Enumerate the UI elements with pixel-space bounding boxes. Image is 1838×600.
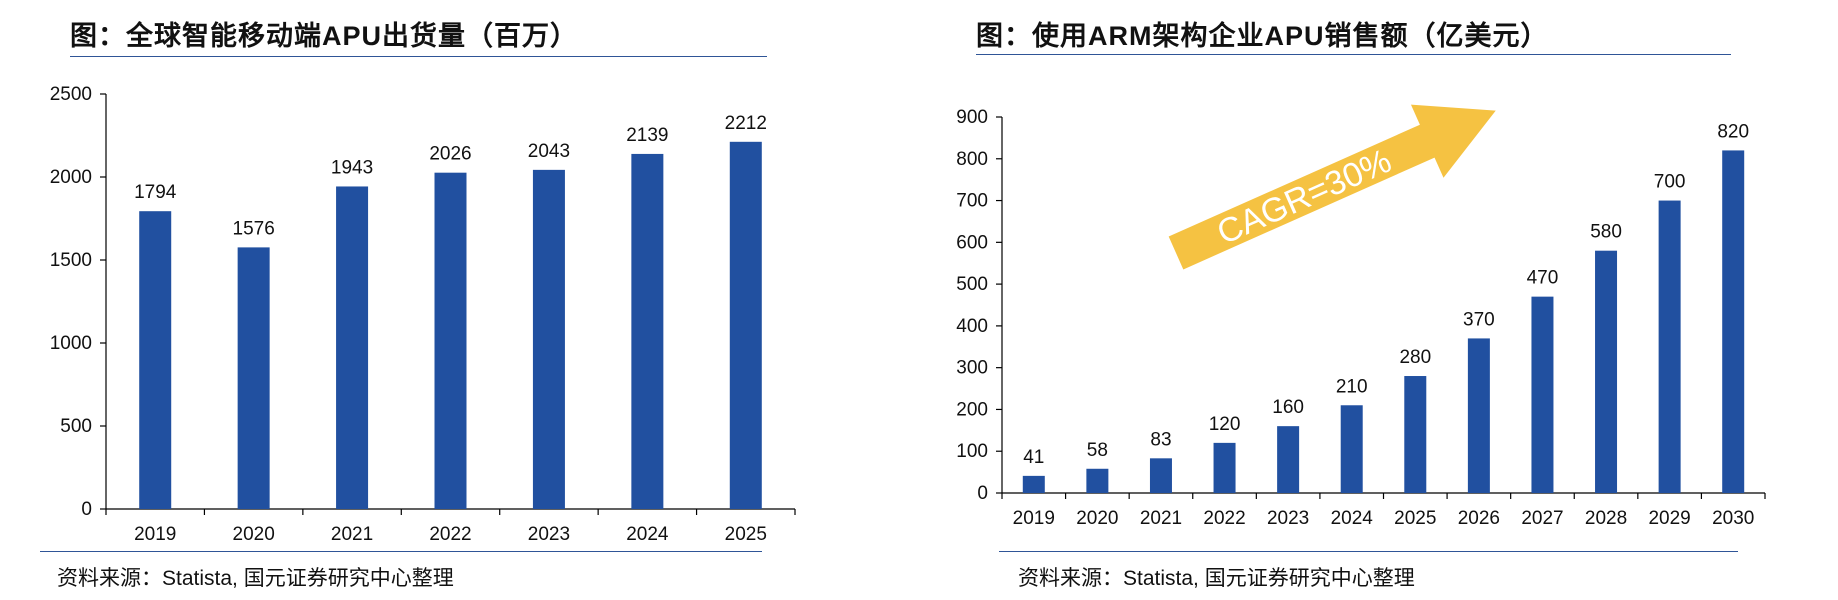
y-tick-label: 0: [81, 499, 92, 520]
source-rule: [40, 551, 762, 552]
bar: [1277, 426, 1300, 493]
data-label: 58: [1087, 440, 1108, 461]
data-label: 370: [1463, 309, 1495, 330]
bar: [1340, 405, 1363, 493]
bar: [1404, 376, 1427, 493]
y-tick-label: 800: [956, 149, 988, 170]
y-tick-label: 200: [956, 399, 988, 420]
y-tick-label: 900: [956, 107, 988, 128]
bar: [1722, 150, 1745, 493]
chart-panel-apu-shipments: 图：全球智能移动端APU出货量（百万） 0 500 1000 1500 2000 2500…: [40, 21, 796, 590]
data-label: 83: [1150, 429, 1171, 450]
chart-title: 图：全球智能移动端APU出货量（百万）: [70, 21, 579, 51]
data-label: 820: [1717, 121, 1749, 142]
data-label: 210: [1336, 376, 1368, 397]
source-note: 资料来源：Statista, 国元证券研究中心整理: [57, 567, 454, 590]
bar: [631, 153, 664, 509]
y-tick-label: 600: [956, 232, 988, 253]
data-label: 1794: [134, 182, 177, 203]
x-tick-label: 2021: [1140, 508, 1182, 529]
y-tick-label: 1000: [50, 333, 92, 354]
data-label: 160: [1272, 397, 1304, 418]
chart-title: 图：使用ARM架构企业APU销售额（亿美元）: [976, 21, 1549, 51]
data-label: 2139: [626, 125, 668, 146]
data-label: 1576: [233, 218, 275, 239]
bar: [1022, 475, 1045, 493]
data-label: 580: [1590, 222, 1622, 243]
data-label: 700: [1654, 172, 1686, 193]
bar: [532, 169, 565, 509]
bar: [336, 186, 369, 509]
bar: [1149, 458, 1172, 493]
bar: [1467, 338, 1490, 493]
chart-panel-arm-apu-sales: 图：使用ARM架构企业APU销售额（亿美元） 0 100 200 300 400 500 6…: [919, 0, 1838, 600]
data-label: 470: [1527, 268, 1559, 289]
x-tick-label: 2022: [429, 524, 471, 545]
x-tick-label: 2026: [1458, 508, 1500, 529]
annotation-label: CAGR=30%: [1212, 142, 1398, 252]
title-underline: [70, 56, 767, 57]
y-tick-label: 500: [60, 416, 92, 437]
x-tick-label: 2023: [528, 524, 570, 545]
data-label: 2026: [429, 144, 471, 165]
x-tick-label: 2022: [1203, 508, 1245, 529]
data-label: 2043: [528, 141, 570, 162]
data-label: 2212: [725, 113, 767, 134]
y-tick-label: 100: [956, 441, 988, 462]
bar: [139, 211, 172, 510]
x-tick-label: 2020: [1076, 508, 1118, 529]
x-tick-label: 2027: [1521, 508, 1563, 529]
bar: [1595, 250, 1618, 493]
y-tick-label: 1500: [50, 250, 92, 271]
y-tick-label: 0: [977, 483, 988, 504]
y-tick-label: 500: [956, 274, 988, 295]
cagr-arrow: [1168, 104, 1496, 270]
bar: [237, 247, 270, 509]
x-tick-label: 2021: [331, 524, 373, 545]
source-rule: [999, 551, 1738, 552]
source-note: 资料来源：Statista, 国元证券研究中心整理: [1018, 567, 1415, 590]
data-label: 280: [1399, 347, 1431, 368]
data-label: 1943: [331, 157, 373, 178]
x-tick-label: 2025: [725, 524, 767, 545]
bar-chart-apu-shipments: 0 500 1000 1500 2000 2500 1794 2019 1576 2020 1943…: [50, 84, 796, 545]
x-tick-label: 2019: [1013, 508, 1055, 529]
cagr-arrow-group: CAGR=30%: [1168, 104, 1496, 270]
bar: [1213, 442, 1236, 493]
x-tick-label: 2024: [1331, 508, 1374, 529]
y-tick-label: 400: [956, 316, 988, 337]
bar: [1658, 200, 1681, 494]
x-tick-label: 2020: [233, 524, 275, 545]
x-tick-label: 2025: [1394, 508, 1436, 529]
x-tick-label: 2024: [626, 524, 669, 545]
data-label: 41: [1023, 447, 1044, 468]
bar-chart-arm-apu-sales: 0 100 200 300 400 500 600 700 800 900 41 2019 58 2020…: [956, 104, 1766, 529]
data-label: 120: [1209, 414, 1241, 435]
y-tick-label: 2500: [50, 84, 92, 105]
x-tick-label: 2030: [1712, 508, 1754, 529]
x-tick-label: 2023: [1267, 508, 1309, 529]
x-tick-label: 2028: [1585, 508, 1627, 529]
y-tick-label: 300: [956, 358, 988, 379]
bar: [729, 141, 762, 510]
bar: [1531, 296, 1554, 493]
x-tick-label: 2029: [1648, 508, 1690, 529]
bar: [1086, 468, 1109, 493]
title-underline: [976, 54, 1731, 55]
y-tick-label: 700: [956, 191, 988, 212]
x-tick-label: 2019: [134, 524, 176, 545]
bar: [434, 172, 467, 509]
y-tick-label: 2000: [50, 167, 92, 188]
